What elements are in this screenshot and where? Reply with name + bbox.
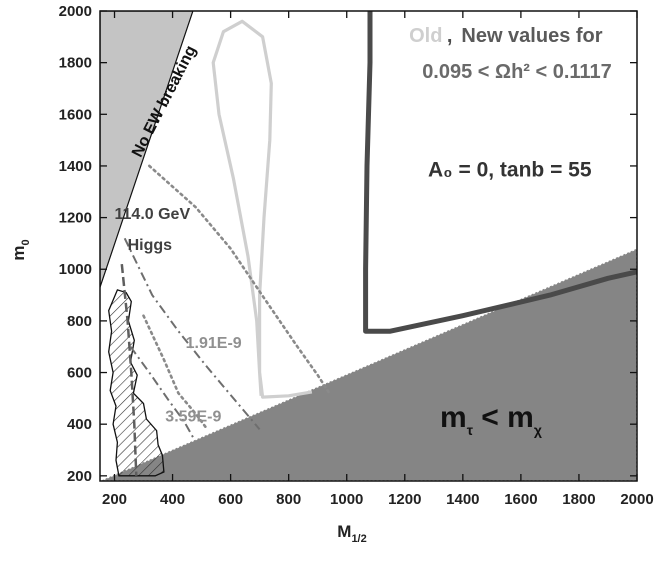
dashdot-contour-4 bbox=[129, 346, 194, 438]
old-contour-0 bbox=[211, 19, 313, 399]
y-tick-label: 600 bbox=[67, 365, 92, 382]
higgs-contour-2 bbox=[120, 263, 138, 476]
x-tick-label: 1800 bbox=[562, 491, 595, 508]
y-tick-label: 400 bbox=[67, 416, 92, 433]
contour-191: 1.91E-9 bbox=[186, 335, 242, 352]
new-contour-1 bbox=[363, 11, 637, 334]
params: A₀ = 0, tanb = 55 bbox=[428, 158, 592, 181]
y-tick-label: 1000 bbox=[59, 261, 92, 278]
y-tick-label: 1600 bbox=[59, 106, 92, 123]
contour-359: 3.59E-9 bbox=[165, 409, 221, 426]
higgs-word: Higgs bbox=[128, 237, 173, 254]
x-tick-label: 200 bbox=[102, 491, 127, 508]
y-tick-label: 1800 bbox=[59, 55, 92, 72]
x-tick-label: 1600 bbox=[504, 491, 537, 508]
x-tick-label: 400 bbox=[160, 491, 185, 508]
dotted-contour-5 bbox=[148, 164, 331, 395]
stau-lsp-region bbox=[100, 247, 637, 481]
x-tick-label: 1200 bbox=[388, 491, 421, 508]
legend-old: Old bbox=[409, 25, 442, 47]
dotted-contour-6 bbox=[142, 314, 209, 431]
y-tick-label: 800 bbox=[67, 313, 92, 330]
stau-lsp-label: mτ < mχ bbox=[440, 401, 542, 438]
higgs-mass: 114.0 GeV bbox=[115, 206, 191, 223]
plot-frame bbox=[99, 10, 638, 482]
x-axis-label: M1/2 bbox=[337, 522, 366, 545]
y-tick-label: 200 bbox=[67, 468, 92, 485]
x-tick-label: 1000 bbox=[330, 491, 363, 508]
x-tick-label: 2000 bbox=[620, 491, 653, 508]
legend-sep: , bbox=[447, 25, 453, 47]
y-axis-label: m0 bbox=[9, 239, 32, 260]
no-ewsb-region bbox=[100, 11, 194, 288]
x-tick-label: 1400 bbox=[446, 491, 479, 508]
relic-range: 0.095 < Ωh² < 0.1117 bbox=[422, 61, 612, 83]
x-tick-label: 600 bbox=[218, 491, 243, 508]
dashdot-contour-3 bbox=[123, 237, 261, 431]
y-tick-label: 1400 bbox=[59, 158, 92, 175]
hatched-excluded-region bbox=[108, 289, 165, 477]
y-tick-label: 2000 bbox=[59, 3, 92, 20]
y-tick-label: 1200 bbox=[59, 210, 92, 227]
x-tick-label: 800 bbox=[276, 491, 301, 508]
legend-new: New values for bbox=[461, 25, 602, 47]
